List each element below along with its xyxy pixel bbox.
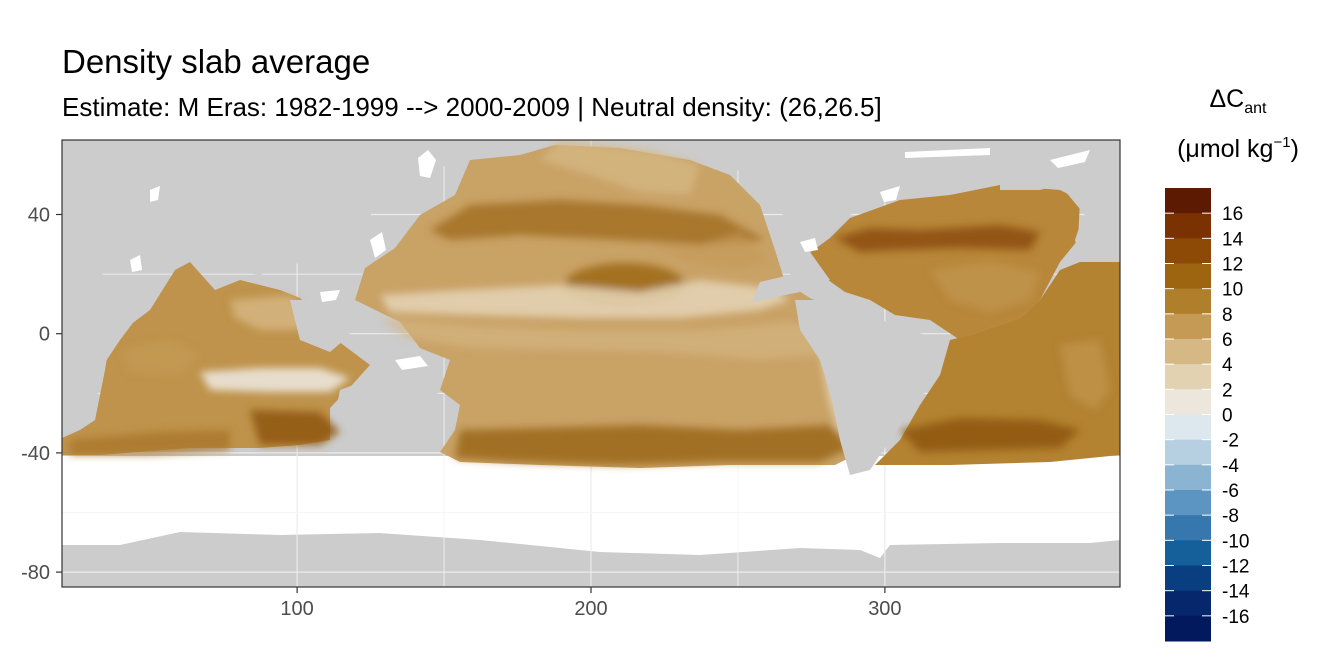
colorbar-swatch [1165,339,1211,365]
colorbar-swatch [1165,464,1211,491]
colorbar-label: 8 [1222,305,1233,326]
colorbar-label: 4 [1222,355,1233,376]
land-masses [62,140,1120,475]
y-tick-label: -80 [21,562,50,584]
colorbar-label: 0 [1222,406,1233,427]
colorbar-swatch [1165,238,1211,264]
colorbar-swatch [1165,288,1211,315]
colorbar-label: 2 [1222,380,1233,401]
colorbar-label: -16 [1222,607,1249,628]
colorbar-swatch [1165,364,1211,390]
colorbar-label: 14 [1222,229,1244,250]
colorbar-label: -2 [1222,431,1239,452]
y-tick-label: -40 [21,443,50,465]
colorbar: 16 14 12 10 8 6 4 2 0 -2 -4 -6 -8 -10 -12 -14 -16 [1165,188,1250,642]
colorbar-swatch [1165,188,1211,214]
y-tick-label: 0 [39,324,50,346]
colorbar-swatch [1165,414,1211,441]
colorbar-swatch [1165,590,1211,617]
colorbar-swatch [1165,515,1211,541]
y-tick-label: 40 [28,205,50,227]
colorbar-label: -14 [1222,582,1250,603]
colorbar-swatch [1165,490,1211,516]
colorbar-swatch [1165,263,1211,290]
legend-subscript: ant [1244,100,1267,117]
map-panel [62,140,1120,587]
colorbar-swatch [1165,615,1211,642]
legend-title: ΔCant (μmol kg−1) [1160,82,1316,166]
colorbar-label: -4 [1222,456,1239,477]
chart-subtitle: Estimate: M Eras: 1982-1999 --> 2000-200… [62,92,882,122]
colorbar-label: 12 [1222,255,1243,276]
colorbar-swatch [1165,313,1211,340]
colorbar-label: 6 [1222,330,1233,351]
south-atlantic [875,262,1120,465]
colorbar-swatch [1165,389,1211,415]
colorbar-label: -10 [1222,531,1249,552]
legend-unit-exponent: −1 [1273,134,1291,151]
ocean-field [62,140,1120,468]
colorbar-label: -12 [1222,557,1249,578]
x-tick-label: 100 [280,598,313,620]
colorbar-swatch [1165,213,1211,239]
colorbar-swatch [1165,439,1211,466]
legend-unit: (μmol kg−1) [1177,134,1299,163]
x-tick-label: 300 [868,598,901,620]
colorbar-label: 16 [1222,204,1243,225]
legend-symbol: ΔCant [1209,85,1267,117]
colorbar-swatch [1165,565,1211,592]
colorbar-label: 10 [1222,280,1243,301]
colorbar-swatch [1165,540,1211,566]
colorbar-label: -8 [1222,506,1239,527]
colorbar-label: -6 [1222,481,1239,502]
chart-title: Density slab average [62,43,371,80]
no-data-specks [130,148,1090,370]
x-tick-label: 200 [574,598,607,620]
